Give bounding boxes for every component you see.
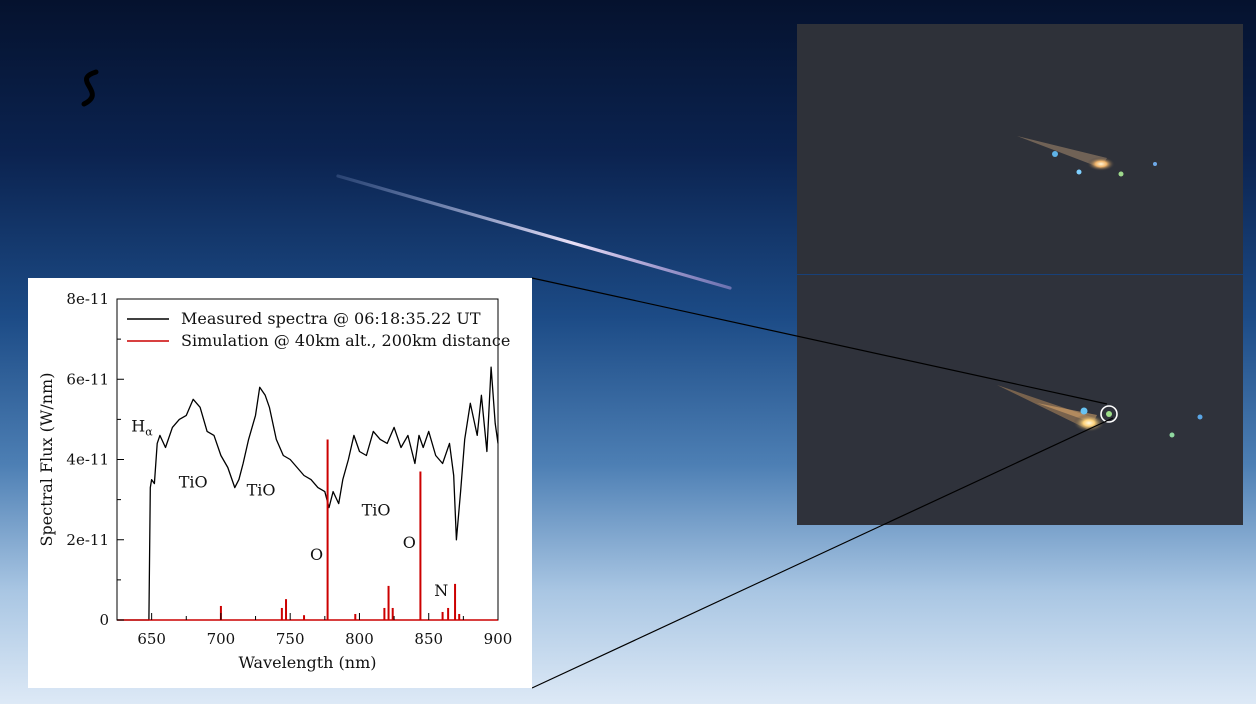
x-tick-label: 800 bbox=[345, 630, 374, 648]
x-tick-label: 750 bbox=[276, 630, 305, 648]
legend-label: Measured spectra @ 06:18:35.22 UT bbox=[181, 309, 481, 328]
meteor-closeup-photo-upper bbox=[797, 24, 1243, 274]
meteor-streak bbox=[336, 174, 732, 290]
h-alpha-annotation: Hα bbox=[131, 416, 153, 438]
x-tick-label: 700 bbox=[207, 630, 236, 648]
spectral-line-annotation: TiO bbox=[247, 481, 276, 500]
legend-label: Simulation @ 40km alt., 200km distance bbox=[181, 331, 510, 350]
x-tick-label: 650 bbox=[137, 630, 166, 648]
lower-photo-art bbox=[997, 385, 1203, 438]
y-tick-label: 8e-11 bbox=[66, 290, 109, 308]
spectral-line-annotation: TiO bbox=[362, 501, 391, 520]
spectrum-chart: 650 700 750 800 850 90002e-114e-116e-118e-11 … bbox=[37, 290, 513, 672]
spectral-line-annotation: O bbox=[403, 533, 416, 552]
x-tick-label: 900 bbox=[484, 630, 513, 648]
spectral-line-annotation: TiO bbox=[179, 473, 208, 492]
x-axis-label: Wavelength (nm) bbox=[238, 653, 376, 672]
zoom-connector-bottom bbox=[531, 417, 1114, 689]
measured-spectrum-line bbox=[117, 366, 499, 621]
meteor-closeup-photo-lower bbox=[797, 275, 1243, 525]
corner-logo-mark bbox=[81, 69, 99, 107]
y-tick-label: 6e-11 bbox=[66, 370, 109, 388]
y-axis-label: Spectral Flux (W/nm) bbox=[37, 373, 56, 547]
spectral-line-annotation: N bbox=[434, 581, 448, 600]
zoom-connector-top bbox=[531, 277, 1108, 405]
upper-photo-art bbox=[1017, 136, 1157, 177]
spectral-line-annotation: O bbox=[310, 545, 323, 564]
x-tick-label: 850 bbox=[414, 630, 443, 648]
y-tick-label: 0 bbox=[99, 611, 109, 629]
y-tick-label: 4e-11 bbox=[66, 451, 109, 469]
y-tick-label: 2e-11 bbox=[66, 531, 109, 549]
